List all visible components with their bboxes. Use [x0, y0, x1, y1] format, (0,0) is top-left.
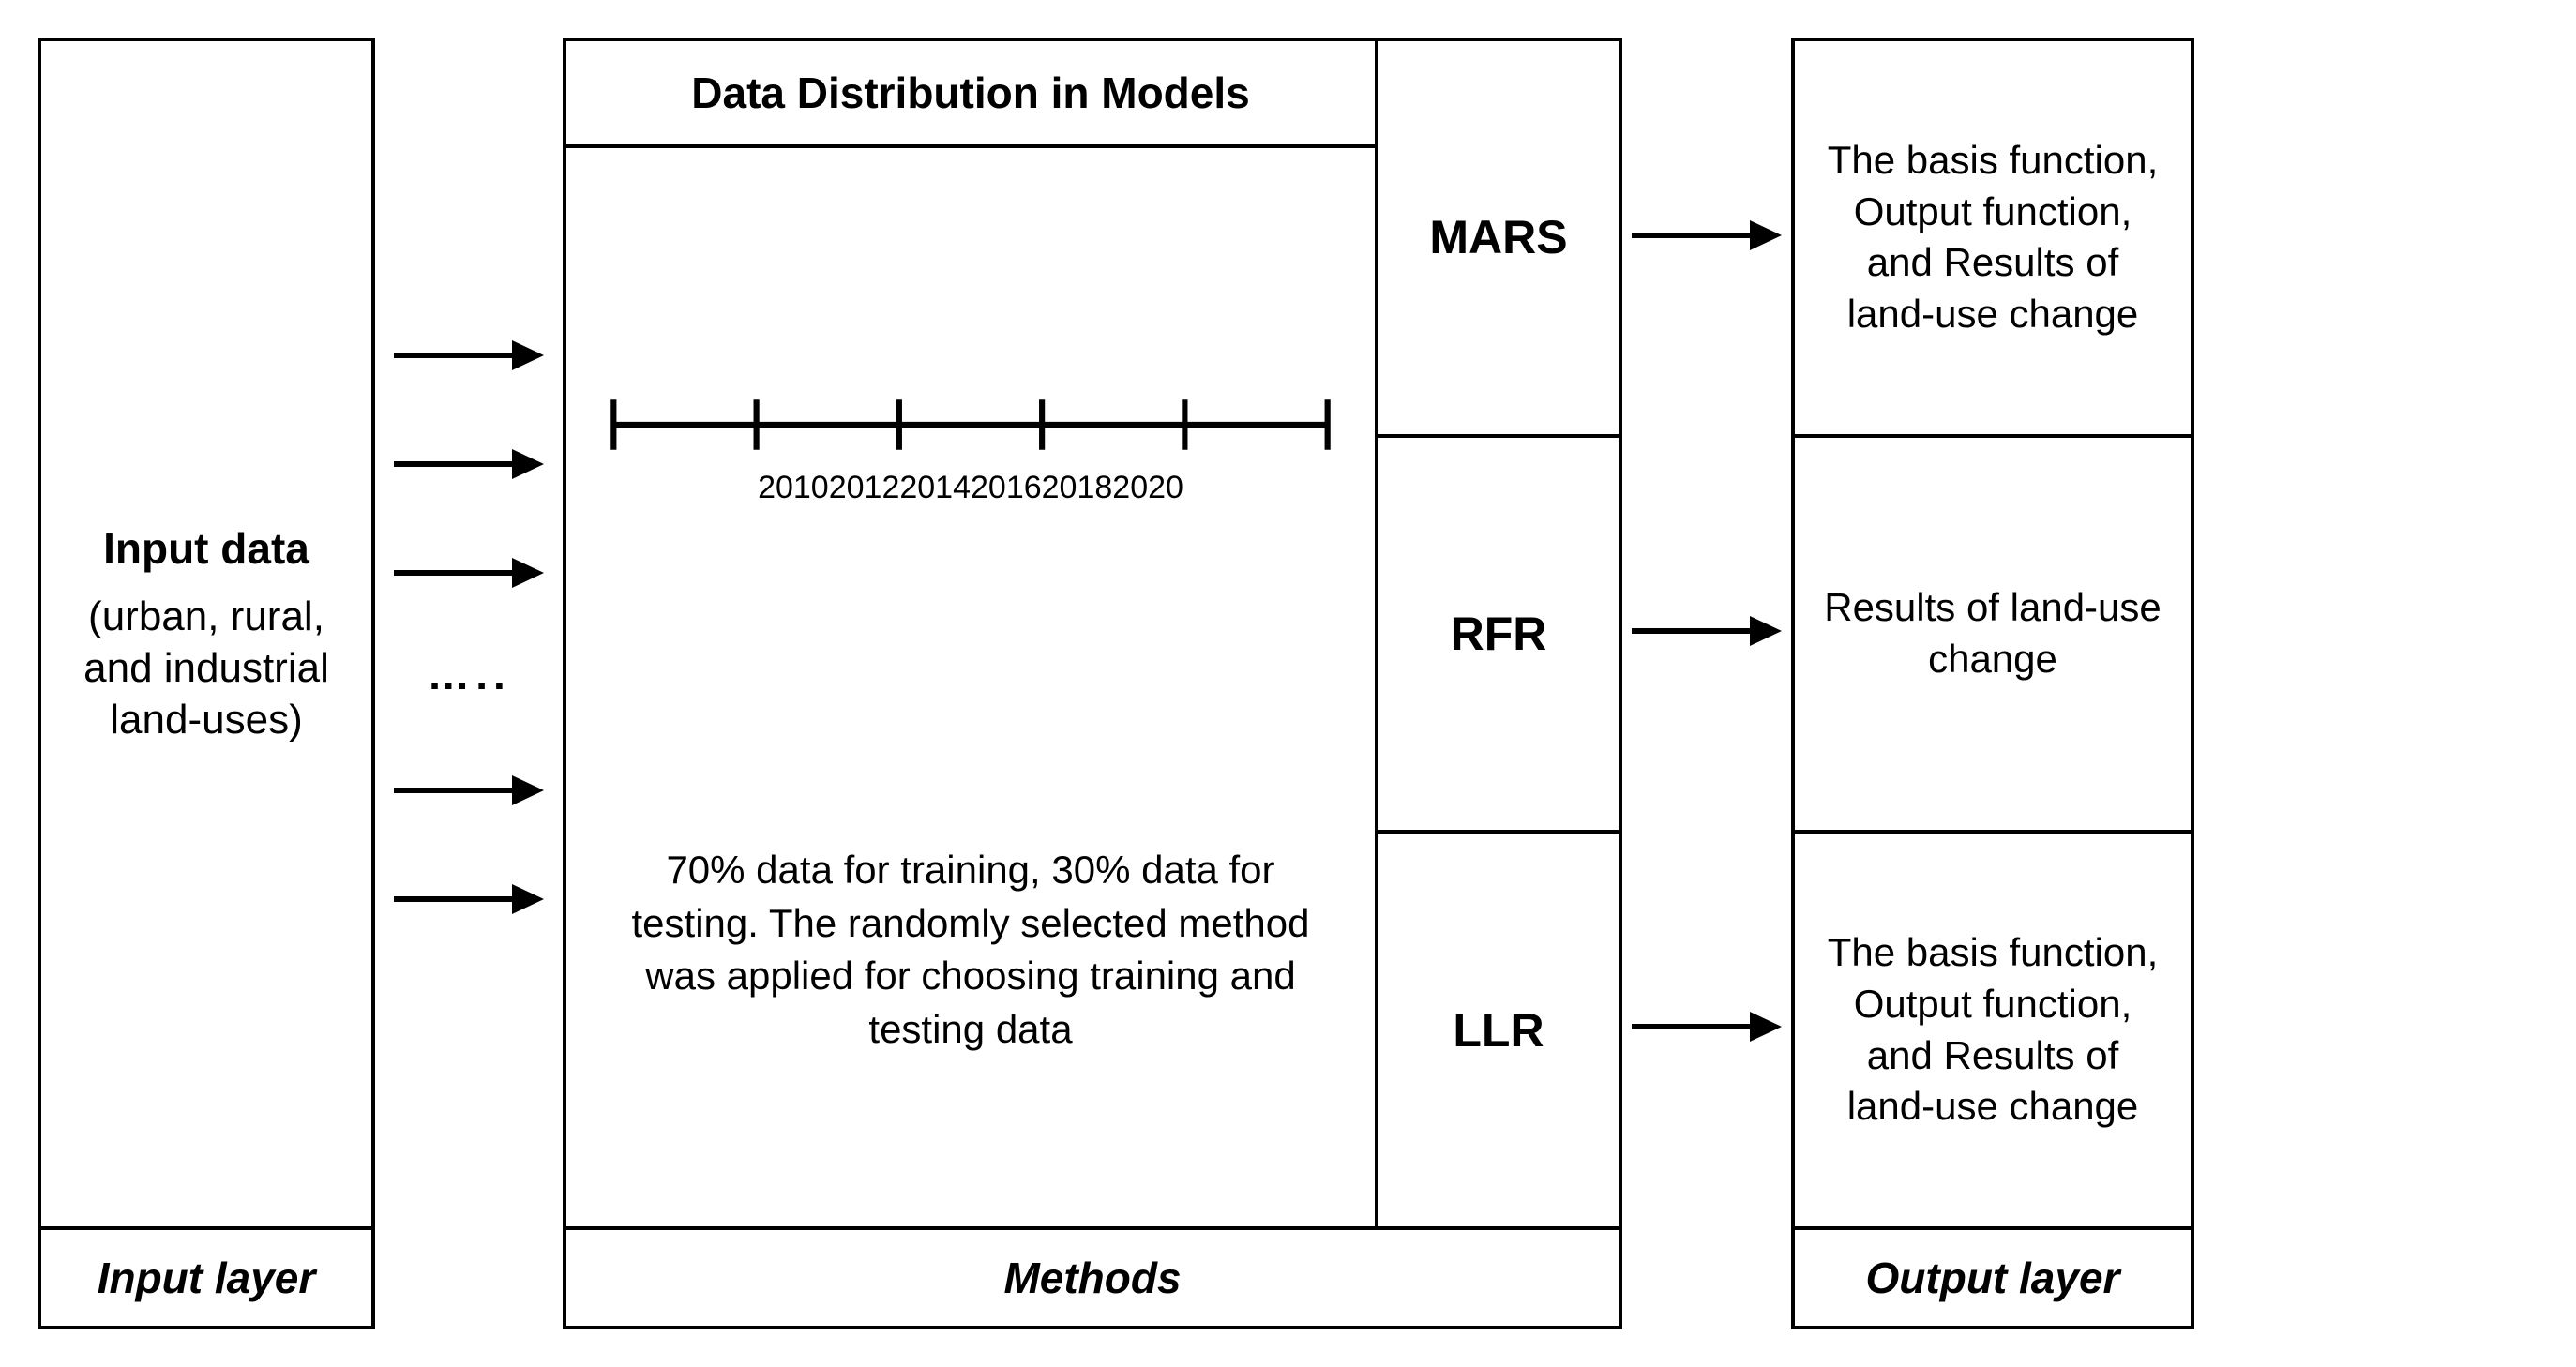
timeline: 2010 2012 2014 2016 2018 2020 [604, 186, 1337, 711]
input-subtitle: (urban, rural, and industrial land-uses) [60, 591, 353, 745]
arrow-right-icon [394, 338, 544, 372]
distribution-column: Data Distribution in Models [566, 41, 1375, 1226]
model-cell-mars: MARS [1378, 41, 1619, 434]
arrow-right-icon [1632, 218, 1782, 252]
output-cell-rfr: Results of land-use change [1795, 434, 2191, 831]
methods-body: Data Distribution in Models [566, 41, 1619, 1230]
arrow-cell [1622, 38, 1791, 433]
mid-arrows-body [1622, 38, 1791, 1224]
flow-diagram: Input data (urban, rural, and industrial… [38, 38, 2538, 1329]
models-column: MARS RFR LLR [1375, 41, 1619, 1226]
timeline-tick-label: 2012 [829, 470, 900, 506]
distribution-description: 70% data for training, 30% data for test… [604, 711, 1337, 1189]
timeline-labels: 2010 2012 2014 2016 2018 2020 [756, 470, 1185, 506]
arrow-right-icon [394, 774, 544, 807]
distribution-content: 2010 2012 2014 2016 2018 2020 70% data f… [566, 148, 1375, 1226]
arrows-methods-to-output [1622, 38, 1791, 1329]
model-cell-rfr: RFR [1378, 434, 1619, 831]
input-column: Input data (urban, rural, and industrial… [38, 38, 375, 1329]
arrow-right-icon [1632, 1010, 1782, 1044]
model-cell-llr: LLR [1378, 830, 1619, 1226]
ellipsis-dots: ….. [427, 665, 511, 699]
timeline-tick-label: 2016 [971, 470, 1042, 506]
timeline-tick-label: 2014 [899, 470, 971, 506]
timeline-tick-label: 2020 [1112, 470, 1183, 506]
arrow-right-icon [394, 447, 544, 481]
timeline-axis [604, 391, 1337, 458]
arrows-input-to-methods: ….. [375, 38, 563, 1329]
arrow-cell [1622, 433, 1791, 829]
arrow-right-icon [394, 882, 544, 916]
arrow-cell [1622, 829, 1791, 1224]
timeline-tick-label: 2010 [758, 470, 829, 506]
input-footer-label: Input layer [41, 1230, 371, 1326]
output-footer-label: Output layer [1795, 1230, 2191, 1326]
input-title: Input data [103, 523, 309, 574]
arrow-right-icon [394, 556, 544, 590]
output-cell-llr: The basis function, Output function, and… [1795, 830, 2191, 1226]
output-column: The basis function, Output function, and… [1791, 38, 2194, 1329]
methods-column: Data Distribution in Models [563, 38, 1622, 1329]
arrow-right-icon [1632, 614, 1782, 648]
distribution-header: Data Distribution in Models [566, 41, 1375, 148]
methods-footer-label: Methods [566, 1230, 1619, 1326]
output-cell-mars: The basis function, Output function, and… [1795, 41, 2191, 434]
output-body: The basis function, Output function, and… [1795, 41, 2191, 1230]
timeline-tick-label: 2018 [1042, 470, 1113, 506]
input-body: Input data (urban, rural, and industrial… [41, 41, 371, 1230]
